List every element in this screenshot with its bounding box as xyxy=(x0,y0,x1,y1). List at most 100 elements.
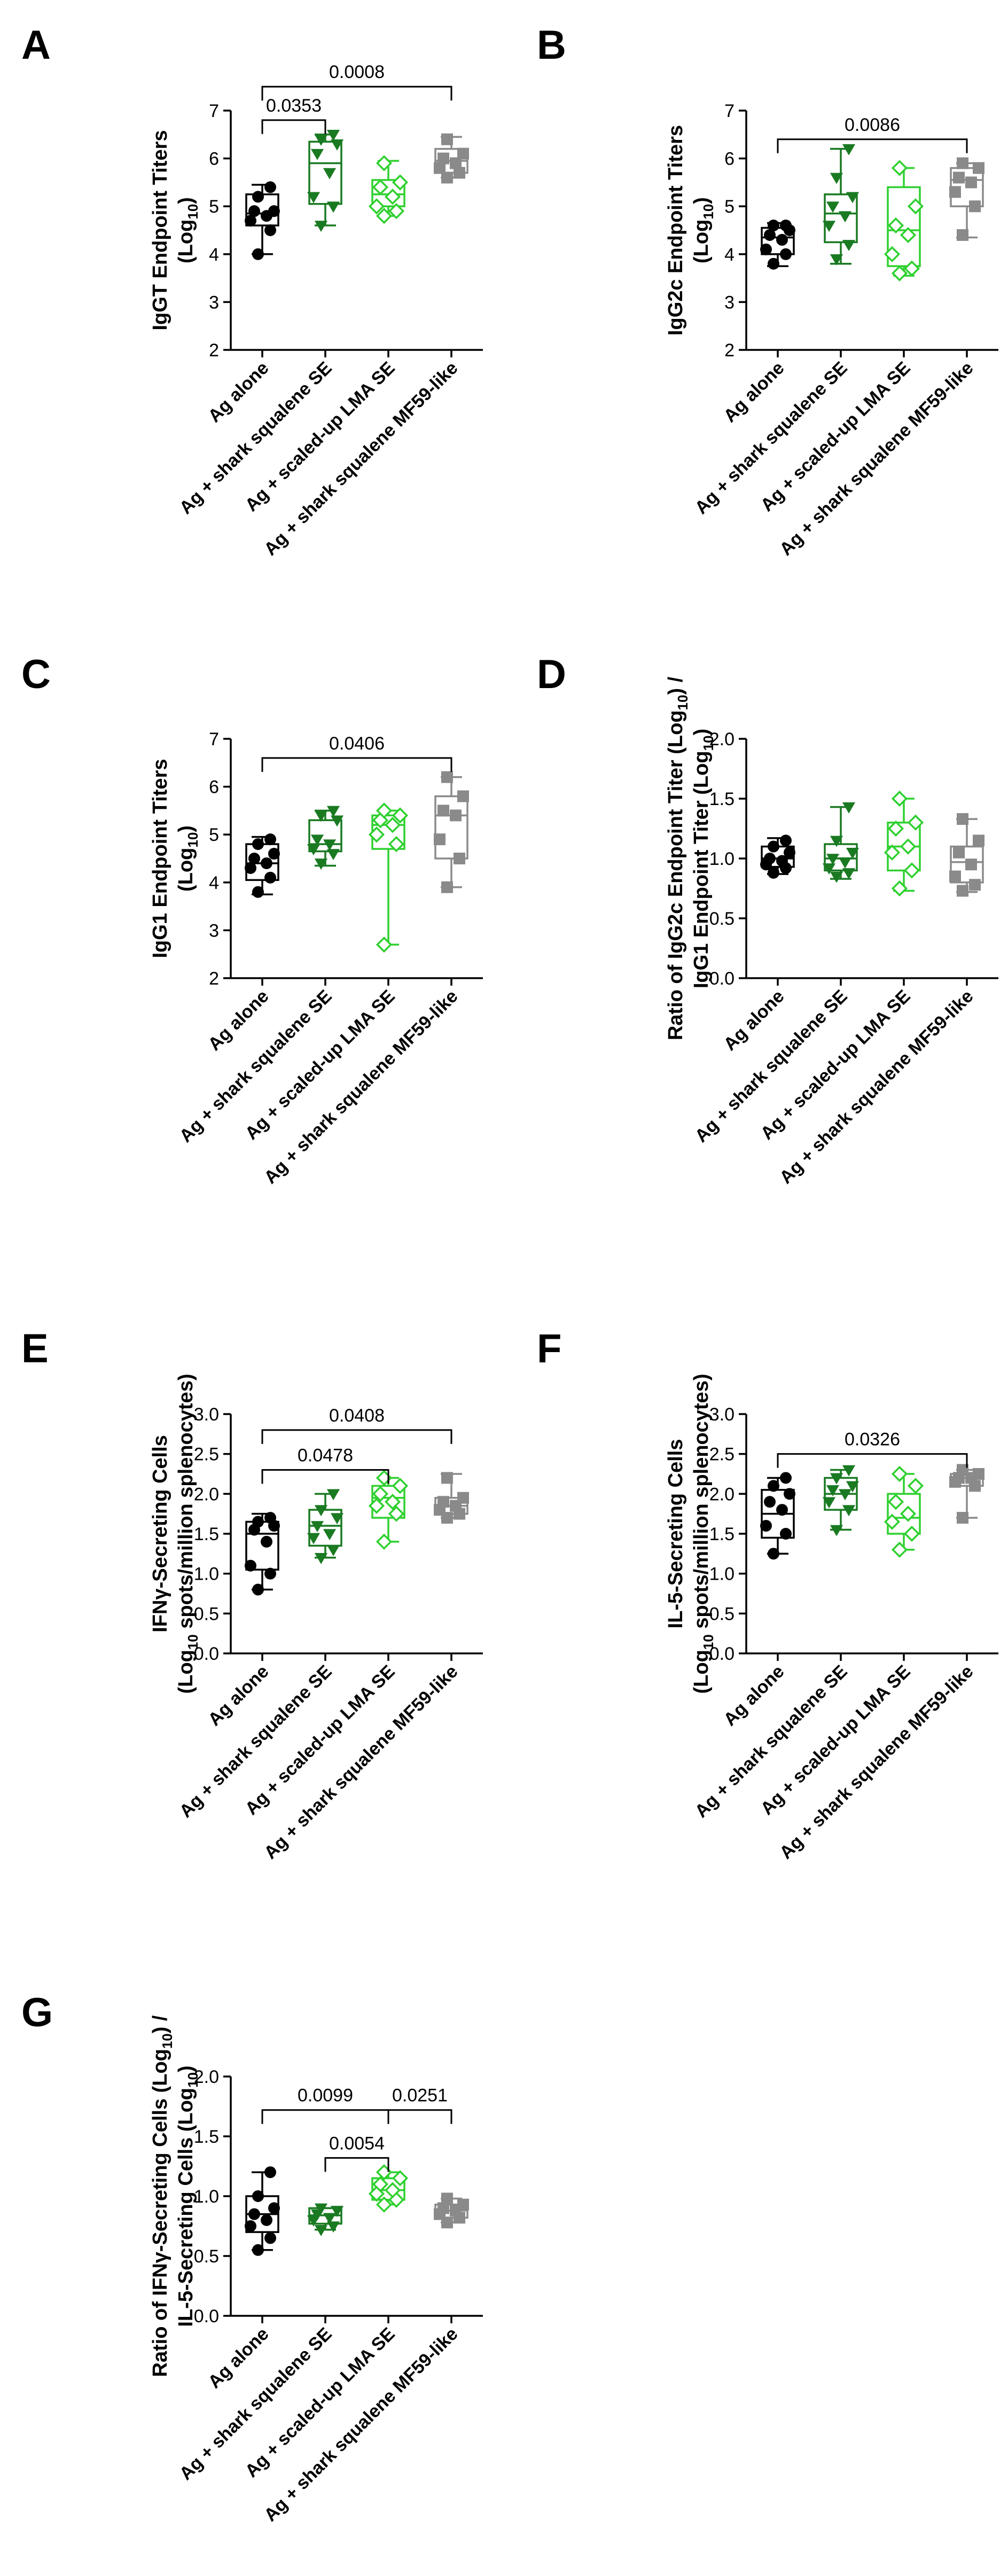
data-point xyxy=(441,133,453,145)
y-tick-label: 4 xyxy=(209,873,219,893)
data-point xyxy=(314,2224,328,2236)
data-point xyxy=(388,836,405,853)
y-tick-label: 1.0 xyxy=(709,1564,734,1584)
data-point xyxy=(884,1513,901,1530)
data-point xyxy=(846,848,859,859)
y-tick-label: 2 xyxy=(724,340,734,361)
data-point xyxy=(953,846,965,858)
y-tick-label: 1.0 xyxy=(194,2187,219,2207)
data-point xyxy=(307,1533,321,1544)
data-point xyxy=(957,157,968,169)
data-point xyxy=(245,2220,256,2232)
data-point xyxy=(830,254,843,266)
data-point xyxy=(884,844,901,861)
data-point xyxy=(768,1480,779,1492)
data-point xyxy=(376,802,393,819)
data-point xyxy=(973,834,984,847)
data-point xyxy=(949,870,961,883)
data-point xyxy=(248,205,260,217)
data-point xyxy=(969,879,981,891)
data-point xyxy=(784,846,795,858)
data-point xyxy=(457,790,469,802)
data-point xyxy=(842,144,856,155)
data-point xyxy=(245,862,256,874)
data-point xyxy=(973,1468,984,1480)
data-point xyxy=(245,215,256,227)
series-4 xyxy=(949,157,984,241)
box-iqr xyxy=(434,795,468,860)
data-point xyxy=(830,173,843,184)
data-point xyxy=(887,820,904,837)
data-point xyxy=(307,192,321,204)
p-value-label: 0.0408 xyxy=(329,1406,385,1426)
y-tick-label: 7 xyxy=(724,101,734,121)
box-iqr xyxy=(371,1485,405,1519)
data-point xyxy=(392,174,409,191)
data-point xyxy=(252,886,264,898)
y-axis-title-line2: (Log10 spots/million splenocytes) xyxy=(175,1374,201,1694)
y-tick-label: 2.5 xyxy=(194,1445,219,1465)
data-point xyxy=(891,1541,908,1558)
y-tick-label: 2.0 xyxy=(194,1484,219,1504)
y-tick-label: 0.0 xyxy=(194,1644,219,1664)
y-axis-title-line2: IL-5-Secreting Cells (Log10) xyxy=(175,2065,201,2327)
data-point xyxy=(314,2203,328,2215)
data-point xyxy=(437,1496,449,1508)
data-point xyxy=(887,1494,904,1510)
bracket-line xyxy=(261,1469,389,1484)
data-point xyxy=(891,880,908,897)
data-point xyxy=(891,1465,908,1482)
data-point xyxy=(310,149,324,160)
data-point xyxy=(907,814,924,831)
y-tick-label: 1.5 xyxy=(709,1524,734,1544)
significance-bracket: 0.0086 xyxy=(777,115,968,153)
data-point xyxy=(450,809,462,822)
y-tick-label: 7 xyxy=(209,101,219,121)
y-tick-label: 1.5 xyxy=(194,1524,219,1544)
bracket-line xyxy=(261,119,326,134)
data-point xyxy=(437,805,449,817)
y-tick-label: 6 xyxy=(724,149,734,169)
y-tick-label: 2.5 xyxy=(709,1445,734,1465)
data-point xyxy=(838,857,852,869)
data-point xyxy=(764,853,776,864)
panel-label: D xyxy=(537,652,566,697)
data-point xyxy=(450,157,462,169)
y-tick-label: 0.5 xyxy=(194,1604,219,1624)
series-4 xyxy=(949,1464,984,1524)
y-tick-label: 2.0 xyxy=(709,729,734,750)
data-point xyxy=(780,834,792,847)
y-axis-title: IFNγ-Secreting Cells xyxy=(149,1435,171,1633)
series-3 xyxy=(368,802,409,953)
data-point xyxy=(441,171,453,184)
data-point xyxy=(768,1548,779,1560)
box-iqr xyxy=(308,819,342,853)
series-2 xyxy=(307,806,344,870)
y-tick-label: 2 xyxy=(209,969,219,989)
y-axis-title-line2: (Log10) xyxy=(175,197,201,263)
data-point xyxy=(907,198,924,215)
box-iqr xyxy=(824,843,858,872)
data-point xyxy=(326,201,340,213)
data-point xyxy=(314,221,328,232)
y-tick-label: 3 xyxy=(209,920,219,941)
data-point xyxy=(326,1545,340,1556)
data-point xyxy=(384,2182,401,2198)
data-point xyxy=(768,257,779,270)
series-2 xyxy=(307,1489,344,1564)
p-value-label: 0.0406 xyxy=(329,733,385,754)
data-point xyxy=(264,181,276,193)
p-value-label: 0.0353 xyxy=(266,96,322,116)
bracket-line xyxy=(777,1453,968,1468)
y-tick-label: 2 xyxy=(209,340,219,361)
data-point xyxy=(326,2221,340,2233)
data-point xyxy=(957,813,968,825)
bracket-line xyxy=(324,2157,389,2172)
data-point xyxy=(372,1486,389,1502)
data-point xyxy=(252,1583,264,1596)
series-1 xyxy=(760,220,795,270)
data-point xyxy=(314,134,328,146)
data-point xyxy=(826,201,840,213)
data-point xyxy=(780,1472,792,1484)
data-point xyxy=(957,1464,968,1476)
